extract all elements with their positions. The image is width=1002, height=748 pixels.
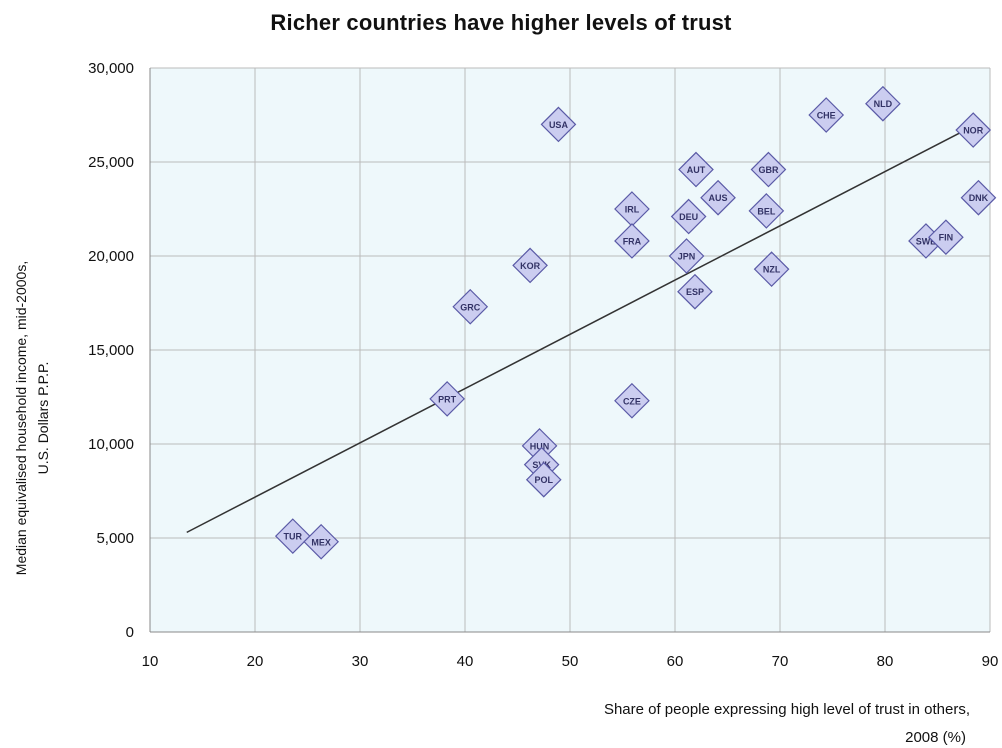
diamond-marker xyxy=(753,251,790,288)
diamond-marker xyxy=(678,151,714,188)
point-label: NOR xyxy=(963,126,984,136)
data-point-deu: DEU xyxy=(670,198,707,235)
point-label: ESP xyxy=(686,287,704,297)
x-tick-label: 80 xyxy=(877,653,894,670)
data-point-aut: AUT xyxy=(678,151,714,188)
y-axis-label-line-2: U.S. Dollars P.P.P. xyxy=(35,362,51,475)
point-label: AUT xyxy=(687,165,706,175)
diamond-marker xyxy=(748,193,785,229)
data-point-cze: CZE xyxy=(614,382,650,419)
point-label: GRC xyxy=(460,302,481,312)
x-tick-label: 50 xyxy=(562,653,579,670)
data-point-usa: USA xyxy=(540,106,577,143)
point-label: POL xyxy=(534,475,553,485)
y-tick-label: 20,000 xyxy=(88,248,134,265)
point-label: KOR xyxy=(520,261,541,271)
diamond-marker xyxy=(452,288,489,325)
point-label: GBR xyxy=(758,165,779,175)
diamond-marker xyxy=(512,247,548,284)
data-point-nld: NLD xyxy=(865,85,901,122)
diamond-marker xyxy=(865,85,901,122)
diamond-marker xyxy=(700,179,736,216)
trend-line xyxy=(186,127,970,534)
diamond-marker xyxy=(750,151,787,188)
x-axis-label-line-1: Share of people expressing high level of… xyxy=(604,701,970,718)
x-tick-label: 30 xyxy=(352,653,369,670)
x-axis-label-line-2: 2008 (%) xyxy=(905,729,966,746)
diamond-marker xyxy=(677,273,713,310)
point-label: IRL xyxy=(625,205,640,215)
data-point-nzl: NZL xyxy=(753,251,790,288)
y-tick-label: 30,000 xyxy=(88,60,134,77)
x-tick-label: 60 xyxy=(667,653,684,670)
point-label: FRA xyxy=(623,236,642,246)
diamond-marker xyxy=(955,112,992,148)
diamond-marker xyxy=(303,523,339,560)
data-point-gbr: GBR xyxy=(750,151,787,188)
y-tick-label: 25,000 xyxy=(88,154,134,171)
x-tick-label: 10 xyxy=(142,653,159,670)
data-point-bel: BEL xyxy=(748,193,785,229)
diamond-marker xyxy=(960,179,997,216)
y-axis-label-line-1: Median equivalised household income, mid… xyxy=(13,261,29,575)
point-label: FIN xyxy=(939,233,954,243)
diamond-marker xyxy=(670,198,707,235)
point-label: MEX xyxy=(311,537,331,547)
x-tick-label: 40 xyxy=(457,653,474,670)
diamond-marker xyxy=(808,97,845,133)
x-tick-label: 90 xyxy=(982,653,999,670)
point-label: SWE xyxy=(916,236,937,246)
diamond-marker xyxy=(614,382,650,419)
point-label: NLD xyxy=(874,99,893,109)
data-point-tur: TUR xyxy=(274,518,311,554)
data-point-esp: ESP xyxy=(677,273,713,310)
data-point-kor: KOR xyxy=(512,247,548,284)
diamond-marker xyxy=(525,461,562,498)
point-label: BEL xyxy=(757,206,776,216)
diamond-marker xyxy=(668,238,705,274)
data-point-che: CHE xyxy=(808,97,845,133)
point-label: CZE xyxy=(623,396,641,406)
data-points: TURMEXPRTGRCKORUSAHUNSVKPOLIRLFRACZEDEUJ… xyxy=(274,85,997,560)
diamond-marker xyxy=(928,219,964,256)
axes: 10 20 30 40 50 60 70 80 90 0 5,000 10,000 15,000 20,0… xyxy=(88,60,998,670)
data-point-mex: MEX xyxy=(303,523,339,560)
x-tick-label: 70 xyxy=(772,653,789,670)
diamond-marker xyxy=(429,381,465,417)
data-point-aus: AUS xyxy=(700,179,736,216)
diamond-marker xyxy=(540,106,577,143)
data-point-fra: FRA xyxy=(614,223,650,259)
diamond-marker xyxy=(274,518,311,554)
point-label: TUR xyxy=(284,532,303,542)
point-label: DNK xyxy=(969,193,989,203)
point-label: NZL xyxy=(763,265,781,275)
point-label: PRT xyxy=(438,394,457,404)
data-point-pol: POL xyxy=(525,461,562,498)
diamond-marker xyxy=(614,223,650,259)
grid-lines xyxy=(149,67,991,633)
y-tick-label: 5,000 xyxy=(96,530,134,547)
chart-title: Richer countries have higher levels of t… xyxy=(270,10,732,35)
y-tick-label: 15,000 xyxy=(88,342,134,359)
x-tick-label: 20 xyxy=(247,653,264,670)
trend-line-group xyxy=(186,127,970,534)
data-point-jpn: JPN xyxy=(668,238,705,274)
data-point-prt: PRT xyxy=(429,381,465,417)
y-tick-label: 0 xyxy=(126,624,134,641)
point-label: CHE xyxy=(817,111,836,121)
y-tick-label: 10,000 xyxy=(88,436,134,453)
data-point-nor: NOR xyxy=(955,112,992,148)
point-label: HUN xyxy=(530,441,550,451)
point-label: AUS xyxy=(709,193,728,203)
data-point-fin: FIN xyxy=(928,219,964,256)
data-point-dnk: DNK xyxy=(960,179,997,216)
point-label: DEU xyxy=(679,212,698,222)
axis-labels: Median equivalised household income, mid… xyxy=(13,261,970,746)
data-point-grc: GRC xyxy=(452,288,489,325)
point-label: USA xyxy=(549,120,569,130)
point-label: JPN xyxy=(678,252,696,262)
